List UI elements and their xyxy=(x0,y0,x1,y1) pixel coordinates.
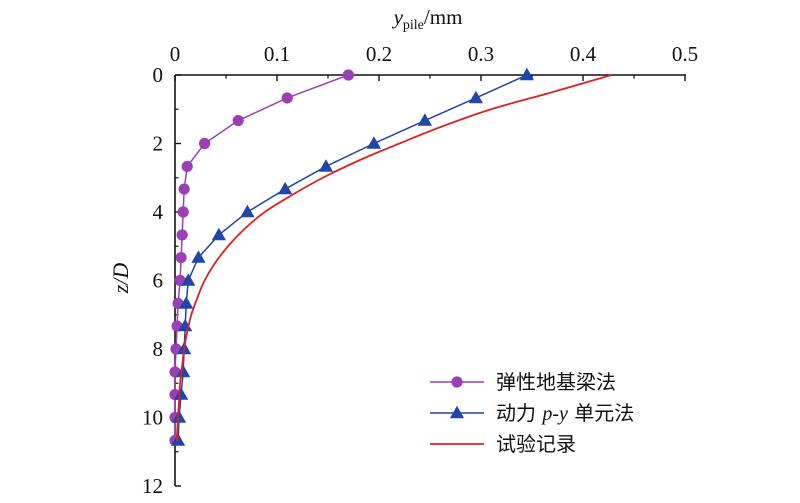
data-point-circle xyxy=(181,160,193,173)
data-point-triangle xyxy=(211,227,226,241)
series-line xyxy=(176,74,612,442)
y-tick-label: 0 xyxy=(153,63,164,87)
chart-series xyxy=(169,67,612,447)
legend-label: 试验记录 xyxy=(496,432,576,456)
x-tick-label: 0.3 xyxy=(468,42,494,66)
legend-item-2: 试验记录 xyxy=(430,432,576,456)
y-tick-label: 4 xyxy=(153,200,164,224)
data-point-circle xyxy=(342,69,354,81)
legend-label: 弹性地基梁法 xyxy=(496,370,616,394)
data-point-circle xyxy=(451,376,463,388)
x-tick-label: 0 xyxy=(170,42,181,66)
data-point-triangle xyxy=(519,67,535,81)
x-tick-label: 0.2 xyxy=(366,42,392,66)
data-point-circle xyxy=(232,114,244,127)
y-tick-label: 8 xyxy=(153,337,164,361)
series-1 xyxy=(170,67,535,446)
y-tick-label: 12 xyxy=(142,474,163,498)
legend-label: 动力 p-y 单元法 xyxy=(496,401,634,425)
data-point-triangle xyxy=(171,410,187,423)
y-tick-label: 6 xyxy=(153,269,164,293)
data-point-circle xyxy=(178,183,190,195)
data-point-triangle xyxy=(318,159,334,172)
x-tick-label: 0.4 xyxy=(570,42,597,66)
data-point-triangle xyxy=(417,113,433,126)
data-point-circle xyxy=(177,206,189,218)
data-point-circle xyxy=(281,92,293,104)
data-point-triangle xyxy=(174,387,189,400)
legend-item-1: 动力 p-y 单元法 xyxy=(430,401,634,425)
data-point-triangle xyxy=(240,204,255,218)
series-line xyxy=(177,74,528,441)
data-point-triangle xyxy=(170,433,186,446)
data-point-triangle xyxy=(176,364,191,378)
data-point-circle xyxy=(198,137,211,150)
data-point-triangle xyxy=(179,296,194,309)
data-point-triangle xyxy=(468,90,484,104)
x-tick-label: 0.1 xyxy=(264,42,290,66)
data-point-triangle xyxy=(449,405,465,419)
series-2 xyxy=(176,74,612,442)
y-axis-title: z/D xyxy=(108,263,133,295)
y-tick-label: 10 xyxy=(142,406,163,430)
data-point-circle xyxy=(176,229,188,241)
data-point-triangle xyxy=(366,136,382,149)
x-tick-label: 0.5 xyxy=(672,42,698,66)
data-point-circle xyxy=(175,251,187,264)
data-point-triangle xyxy=(278,181,293,195)
data-point-triangle xyxy=(191,250,206,263)
legend-item-0: 弹性地基梁法 xyxy=(430,370,616,394)
y-tick-label: 2 xyxy=(153,132,164,156)
data-point-triangle xyxy=(181,273,196,286)
x-axis-title: ypile/mm xyxy=(392,5,463,33)
chart-axes: 0 0.1 0.2 0.3 0.4 0.5 0 2 4 6 8 10 12 ypile/mm z/D xyxy=(108,5,698,498)
